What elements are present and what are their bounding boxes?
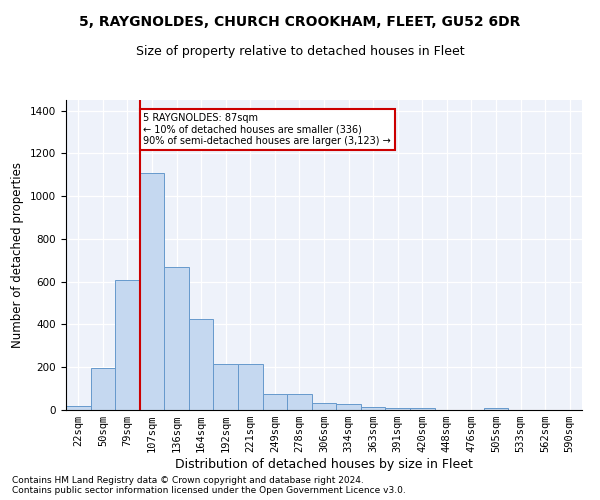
Bar — [287, 394, 312, 410]
Text: Contains HM Land Registry data © Crown copyright and database right 2024.
Contai: Contains HM Land Registry data © Crown c… — [12, 476, 406, 495]
Bar — [410, 408, 434, 410]
Bar — [312, 402, 336, 410]
Bar — [66, 406, 91, 410]
Text: 5 RAYGNOLDES: 87sqm
← 10% of detached houses are smaller (336)
90% of semi-detac: 5 RAYGNOLDES: 87sqm ← 10% of detached ho… — [143, 113, 391, 146]
Bar — [263, 394, 287, 410]
X-axis label: Distribution of detached houses by size in Fleet: Distribution of detached houses by size … — [175, 458, 473, 471]
Bar — [214, 364, 238, 410]
Text: 5, RAYGNOLDES, CHURCH CROOKHAM, FLEET, GU52 6DR: 5, RAYGNOLDES, CHURCH CROOKHAM, FLEET, G… — [79, 15, 521, 29]
Bar — [189, 319, 214, 410]
Text: Size of property relative to detached houses in Fleet: Size of property relative to detached ho… — [136, 45, 464, 58]
Y-axis label: Number of detached properties: Number of detached properties — [11, 162, 25, 348]
Bar — [484, 408, 508, 410]
Bar — [238, 364, 263, 410]
Bar — [140, 172, 164, 410]
Bar — [361, 407, 385, 410]
Bar — [385, 408, 410, 410]
Bar — [91, 368, 115, 410]
Bar — [164, 267, 189, 410]
Bar — [336, 404, 361, 410]
Bar — [115, 280, 140, 410]
